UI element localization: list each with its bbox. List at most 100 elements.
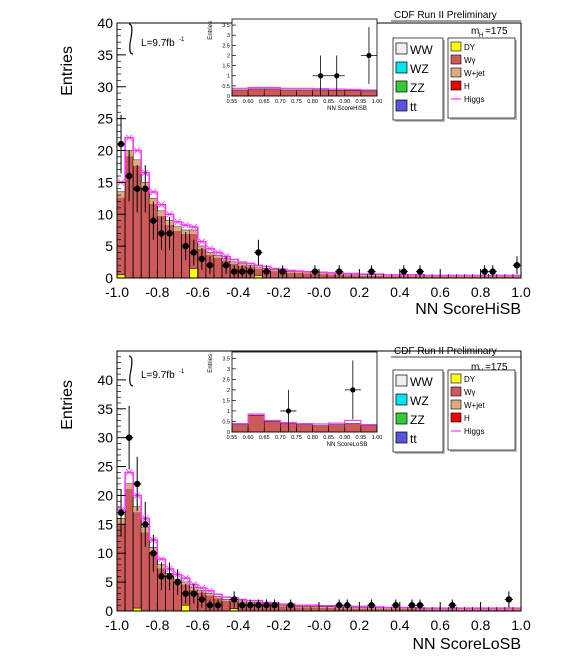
x-tick-label: -0.0 [307,284,331,300]
inset-y-tick-label: 0 [227,430,230,436]
higgs-hatch [166,210,173,218]
legend-box [447,37,516,119]
inset-background [232,19,377,96]
wjet-bar [222,599,231,602]
higgs-hatch [206,245,214,252]
inset-y-tick-label: 0 [227,94,230,100]
wjet-bar [432,276,441,278]
y-tick-label: 15 [97,174,113,190]
inset-y-tick-label: 3 [227,367,230,373]
inset-x-axis-title: NN ScoreLoSB [327,442,368,448]
inset-stack-bar [231,424,249,433]
data-point [400,268,408,275]
data-point [416,602,424,609]
inset-y-tick-label: 2.5 [222,43,230,49]
legend-label: Wγ [464,388,476,397]
y-tick-label: 0 [105,270,113,286]
data-point [239,602,246,609]
inset-stack-bar [231,89,249,97]
wjet-bar [133,160,142,166]
y-tick-label: 35 [97,47,113,63]
higgs-hatch [158,201,165,208]
y-tick-label: 0 [105,603,113,619]
higgs-hatch [174,218,181,226]
wjet-bar [230,262,239,264]
wjet-bar [117,191,126,198]
wjet-bar [488,608,497,610]
data-point [247,602,254,609]
wjet-bar [205,593,214,596]
x-tick-label: -0.6 [186,617,210,633]
higgs-hatch [125,469,133,476]
legend-swatch [450,373,462,384]
wjet-bar [294,606,303,608]
inset-higgs-line [232,86,377,91]
inset-y-tick-label: 2.5 [222,377,230,383]
inset-y-tick-label: 3.5 [222,23,230,29]
data-point [182,242,189,250]
data-point [222,262,230,269]
wjet-bar [310,606,319,608]
data-point [279,268,286,275]
legend-label: H [464,82,470,91]
data-point [166,573,173,580]
inset-stack-bar [344,423,362,433]
y-tick-label: 25 [97,111,113,127]
data-point [158,573,165,580]
data-point [230,596,238,603]
wjet-bar [197,246,206,249]
wjet-bar [504,608,513,610]
wjet-bar [383,275,392,277]
wjet-bar [472,608,481,610]
legend-label: tt [410,432,417,446]
data-point [230,268,238,275]
legend-label: Higgs [464,427,484,436]
data-point [513,262,521,269]
wjet-bar [359,607,368,609]
legend-swatch [395,42,408,55]
wjet-bar [375,608,384,610]
data-point [198,596,206,603]
y-tick-label: 35 [97,401,113,417]
wjet-bar [125,483,134,490]
integral-symbol [128,355,134,387]
inset-data-point [366,52,372,59]
inset-x-tick-label: 0.65 [259,99,270,105]
wjet-bar [496,276,505,278]
legend-swatch [395,61,408,74]
inset-x-tick-label: 0.70 [275,435,286,441]
higgs-hatch [190,223,198,231]
x-tick-label: 0.8 [471,284,491,300]
inset-frame [231,351,378,433]
integral-symbol [128,23,134,55]
legend-label: W+jet [464,69,485,78]
x-tick-label: 0.2 [350,617,370,633]
data-point [158,230,165,237]
legend-swatch [450,399,462,410]
wjet-bar [302,272,311,274]
inset-x-tick-label: 0.95 [356,99,367,105]
y-axis-title: Entries [59,46,76,96]
wjet-bar [383,608,392,610]
data-point [287,602,294,609]
wjet-bar [319,272,328,275]
data-point [263,268,270,275]
data-point [142,521,149,528]
inset: 0.55 0.60 0.65 0.70 0.75 0.80 0.85 0.90 0.95 1.00… [208,18,382,112]
inset-y-tick-label: 1.5 [222,64,230,70]
x-tick-label: -0.6 [186,284,210,300]
luminosity-superscript: -1 [179,369,185,375]
data-point [449,602,456,609]
wjet-bar [359,274,368,276]
data-point [416,268,424,275]
y-tick-label: 40 [97,372,113,388]
inset-x-tick-label: 0.55 [227,435,238,441]
inset-stack-bar [360,90,378,97]
inset-data-point [334,73,340,79]
wjet-bar [464,276,473,278]
data-point [368,268,375,275]
inset-stack-bar [263,421,281,433]
inset-stack-bar [328,424,346,433]
x-tick-label: 1.0 [511,284,531,300]
y-tick-label: 10 [97,545,113,561]
